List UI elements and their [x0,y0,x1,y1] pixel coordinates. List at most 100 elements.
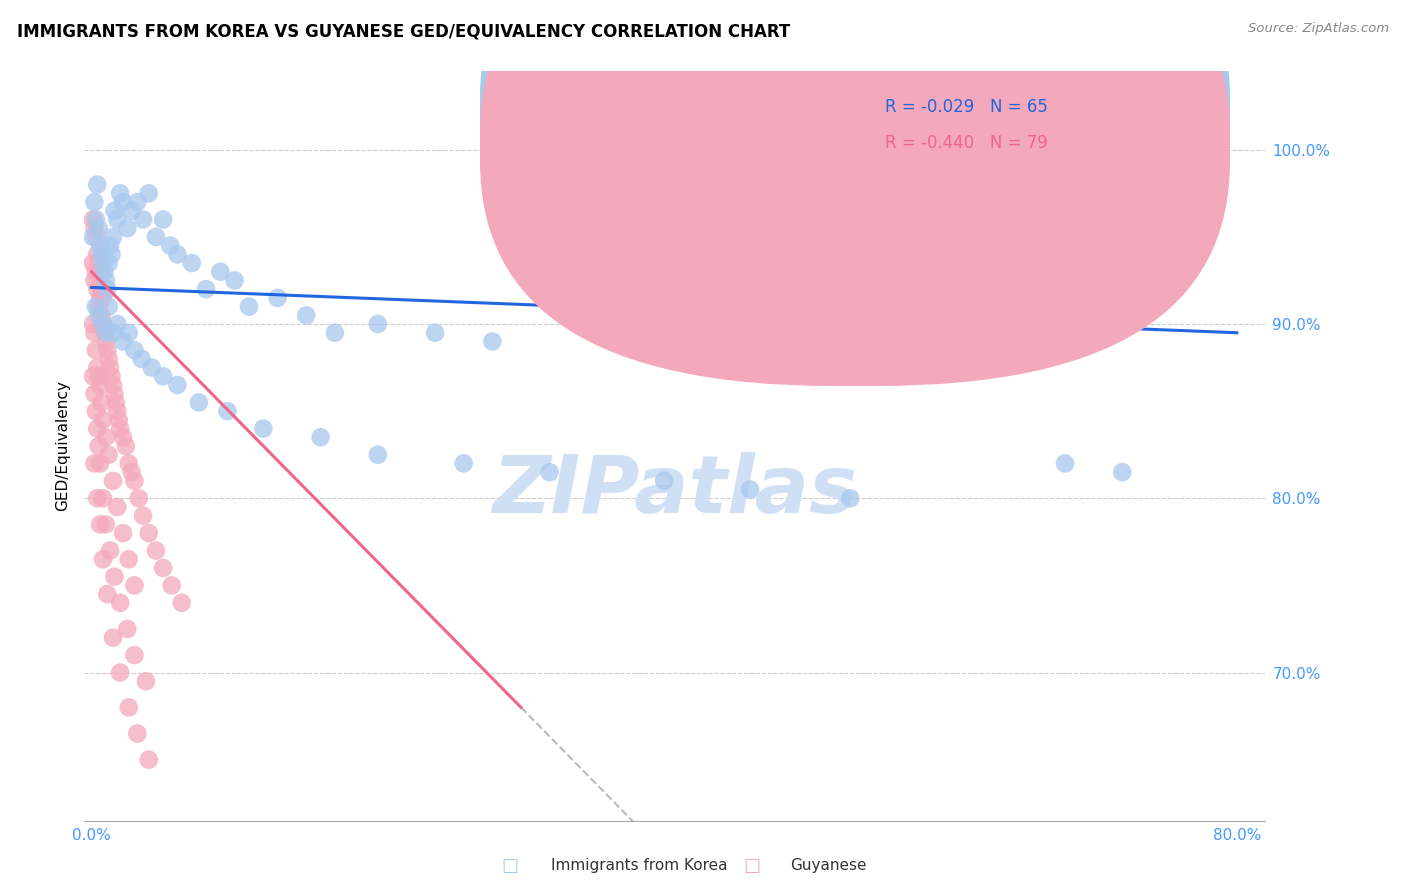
Point [91,317,114,331]
Point [86,491,108,506]
Point [128,491,150,506]
Point [97,256,120,270]
Point [124,578,146,592]
Point [96,587,118,601]
Point [103,203,125,218]
Point [89,378,111,392]
Text: ZIPatlas: ZIPatlas [492,452,858,530]
Point [195,282,218,296]
Point [160,578,183,592]
Point [117,622,139,636]
Point [180,256,202,270]
Point [118,700,141,714]
Point [86,247,108,261]
Point [83,326,105,340]
Point [94,430,117,444]
Point [118,457,141,471]
Point [107,413,129,427]
Point [91,317,114,331]
Point [84,212,107,227]
Point [111,430,134,444]
Point [91,256,114,270]
Point [87,221,110,235]
Point [103,570,125,584]
Point [135,674,157,689]
Point [90,247,112,261]
Point [91,413,114,427]
Point [89,291,111,305]
Point [152,212,174,227]
Point [121,465,143,479]
Point [86,178,108,192]
Point [105,317,128,331]
Point [217,404,239,418]
Point [105,404,128,418]
Point [94,326,117,340]
Point [83,457,105,471]
Point [108,421,131,435]
Point [86,360,108,375]
Point [91,552,114,566]
Point [96,343,118,358]
Point [87,308,110,322]
Point [91,291,114,305]
Point [90,282,112,296]
Point [166,378,188,392]
Point [83,273,105,287]
Point [111,195,134,210]
Point [423,326,446,340]
Point [138,753,160,767]
Point [91,491,114,506]
Point [98,543,121,558]
Point [86,282,108,296]
FancyBboxPatch shape [817,78,1123,180]
Text: Source: ZipAtlas.com: Source: ZipAtlas.com [1249,22,1389,36]
Point [89,265,111,279]
Point [132,508,155,523]
Point [138,526,160,541]
Point [101,474,124,488]
Point [82,212,104,227]
Point [87,369,110,384]
Point [224,273,246,287]
Point [84,265,107,279]
Point [94,273,117,287]
Point [82,230,104,244]
Point [105,500,128,514]
Point [94,517,117,532]
Point [84,230,107,244]
Point [1111,465,1133,479]
Point [100,369,122,384]
Point [97,351,120,366]
Point [93,265,115,279]
Point [87,439,110,453]
Point [141,360,163,375]
Point [127,726,149,740]
Point [117,221,139,235]
Point [367,317,389,331]
Point [252,421,274,435]
Point [87,256,110,270]
Text: □: □ [501,856,517,874]
Point [187,395,209,409]
Point [170,596,193,610]
Point [266,291,288,305]
Point [145,543,167,558]
Point [100,247,122,261]
Point [111,334,134,349]
Point [145,230,167,244]
Point [83,195,105,210]
Point [124,648,146,662]
Point [101,378,124,392]
Text: Immigrants from Korea: Immigrants from Korea [551,858,727,873]
Point [131,351,153,366]
Point [90,395,112,409]
Point [104,395,127,409]
Point [98,238,121,252]
Point [108,186,131,201]
Point [238,300,260,314]
Point [101,631,124,645]
Text: Guyanese: Guyanese [790,858,868,873]
Point [309,430,332,444]
Point [89,517,111,532]
